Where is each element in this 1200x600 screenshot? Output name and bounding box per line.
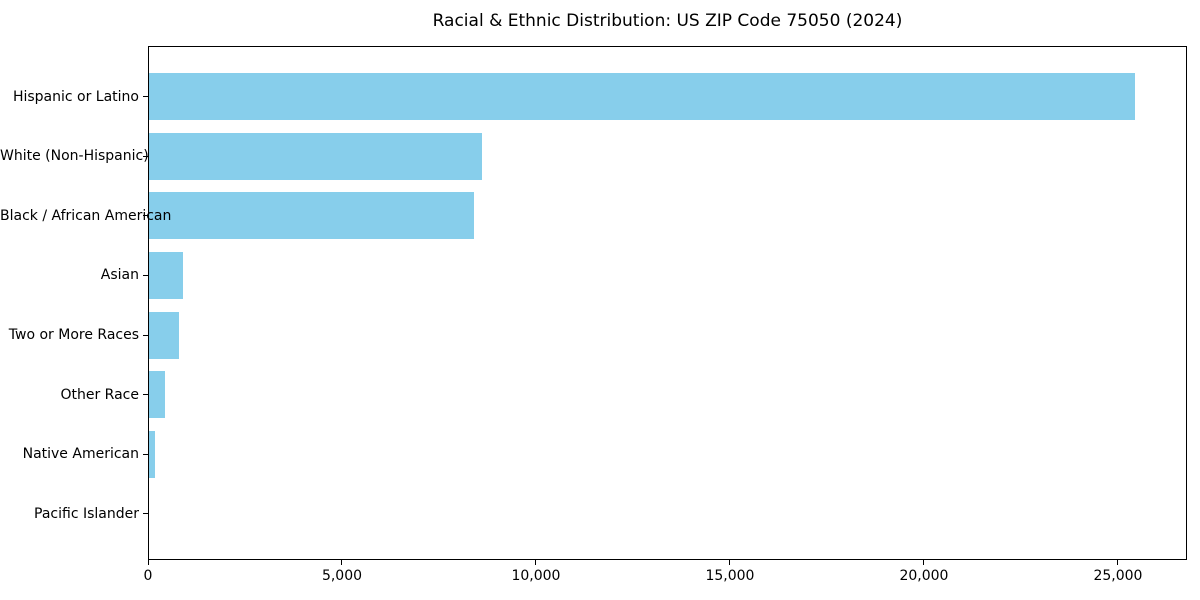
y-tick-label: Other Race (60, 386, 139, 403)
bar-native-american (149, 430, 156, 478)
y-tick-mark (143, 334, 148, 336)
y-tick-label: Two or More Races (8, 327, 139, 344)
bar-two-or-more-races (149, 311, 180, 359)
y-tick-mark (143, 394, 148, 396)
bar-black-african-american (149, 192, 474, 240)
x-tick-label: 0 (143, 568, 153, 584)
y-tick-mark (143, 453, 148, 455)
x-tick-mark (729, 560, 731, 565)
x-tick-label: 20,000 (899, 568, 949, 584)
y-tick-label: Black / African American (0, 207, 172, 224)
x-tick-label: 25,000 (1093, 568, 1143, 584)
x-tick-label: 15,000 (705, 568, 755, 584)
x-tick-mark (341, 560, 343, 565)
bar-hispanic-or-latino (149, 73, 1136, 120)
x-tick-mark (535, 560, 537, 565)
y-tick-mark (143, 274, 148, 276)
y-tick-label: Native American (22, 446, 139, 463)
bar-asian (149, 251, 183, 299)
x-tick-mark (923, 560, 925, 565)
y-tick-label: Pacific Islander (34, 505, 139, 522)
y-tick-label: Asian (100, 267, 139, 284)
bar-white-non-hispanic (149, 132, 482, 180)
y-tick-mark (143, 215, 148, 217)
x-tick-label: 10,000 (511, 568, 561, 584)
y-tick-mark (143, 513, 148, 515)
y-tick-mark (143, 96, 148, 97)
x-tick-mark (1117, 560, 1119, 565)
chart-title: Racial & Ethnic Distribution: US ZIP Cod… (432, 11, 903, 31)
x-tick-label: 5,000 (321, 568, 363, 584)
x-tick-mark (147, 560, 149, 565)
y-tick-mark (143, 155, 148, 157)
y-tick-label: Hispanic or Latino (12, 88, 139, 105)
bar-other-race (149, 371, 166, 419)
y-tick-label: White (Non-Hispanic) (0, 148, 149, 165)
